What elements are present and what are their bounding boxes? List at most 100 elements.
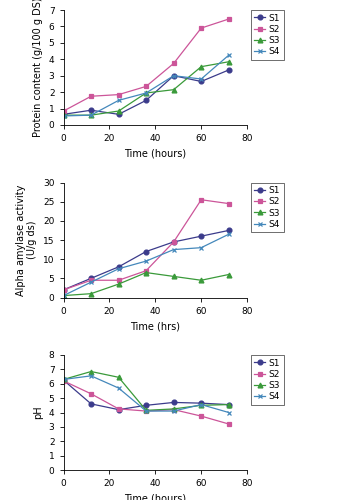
S4 [172,246,176,252]
Line: S2: S2 [61,198,231,292]
Line: S3: S3 [61,270,231,298]
S1 [227,228,231,234]
S1 [89,107,93,113]
S1 [227,67,231,73]
S1 [61,287,66,293]
Line: S4: S4 [61,232,231,298]
Legend: S1, S2, S3, S4: S1, S2, S3, S4 [251,182,284,232]
S3 [199,402,203,408]
S4 [144,90,148,96]
Y-axis label: Alpha amylase activity
(U/g ds): Alpha amylase activity (U/g ds) [16,184,37,296]
S1 [144,98,148,103]
S1 [199,233,203,239]
S1 [61,112,66,117]
X-axis label: Time (hours): Time (hours) [124,148,186,158]
S2 [116,92,121,98]
Line: S1: S1 [61,68,231,117]
S1 [227,402,231,407]
Line: S1: S1 [61,228,231,292]
S2 [61,378,66,384]
Line: S4: S4 [61,52,231,118]
S2 [172,239,176,245]
S2 [116,277,121,283]
S1 [172,400,176,406]
S4 [172,408,176,414]
S2 [172,406,176,412]
S4 [199,244,203,250]
S3 [89,112,93,118]
S3 [116,281,121,287]
S3 [199,277,203,283]
S2 [199,25,203,31]
S2 [89,277,93,283]
S3 [116,108,121,114]
S3 [144,408,148,414]
S2 [61,287,66,293]
X-axis label: Time (hrs): Time (hrs) [130,321,180,331]
Line: S3: S3 [61,369,231,413]
S2 [227,200,231,206]
S4 [144,408,148,414]
S2 [116,406,121,412]
Line: S4: S4 [61,374,231,415]
Line: S1: S1 [61,378,231,412]
S3 [89,290,93,296]
S4 [116,98,121,103]
S1 [199,78,203,84]
S3 [172,406,176,412]
S1 [89,401,93,407]
S3 [172,274,176,280]
S2 [89,93,93,99]
S1 [116,264,121,270]
Y-axis label: Protein content (g/100 g DS): Protein content (g/100 g DS) [33,0,43,138]
S4 [172,72,176,78]
S3 [61,376,66,382]
S3 [89,368,93,374]
S3 [227,402,231,407]
S2 [199,196,203,203]
S2 [144,84,148,89]
Y-axis label: pH: pH [33,406,43,419]
Legend: S1, S2, S3, S4: S1, S2, S3, S4 [251,355,284,405]
S3 [144,90,148,96]
S4 [61,292,66,298]
S3 [199,64,203,70]
S2 [227,421,231,427]
S2 [89,391,93,397]
Line: S3: S3 [61,60,231,118]
S3 [61,112,66,118]
S4 [61,376,66,382]
S3 [144,270,148,276]
Line: S2: S2 [61,378,231,426]
S3 [61,292,66,298]
S1 [89,276,93,281]
S4 [61,113,66,119]
S3 [227,58,231,64]
S2 [61,108,66,114]
S1 [172,72,176,78]
S4 [89,112,93,118]
S1 [172,239,176,245]
S2 [227,16,231,22]
S4 [227,410,231,416]
S1 [116,406,121,412]
Line: S2: S2 [61,16,231,114]
S2 [144,408,148,414]
S1 [144,248,148,254]
S2 [199,413,203,419]
S3 [116,374,121,380]
S3 [227,272,231,278]
S1 [199,400,203,406]
S4 [89,373,93,379]
S1 [144,402,148,408]
X-axis label: Time (hours): Time (hours) [124,494,186,500]
S2 [172,60,176,66]
S4 [144,258,148,264]
S2 [144,268,148,274]
S4 [116,266,121,272]
S3 [172,86,176,92]
S4 [227,231,231,237]
S4 [199,76,203,82]
S1 [116,112,121,117]
S4 [89,279,93,285]
